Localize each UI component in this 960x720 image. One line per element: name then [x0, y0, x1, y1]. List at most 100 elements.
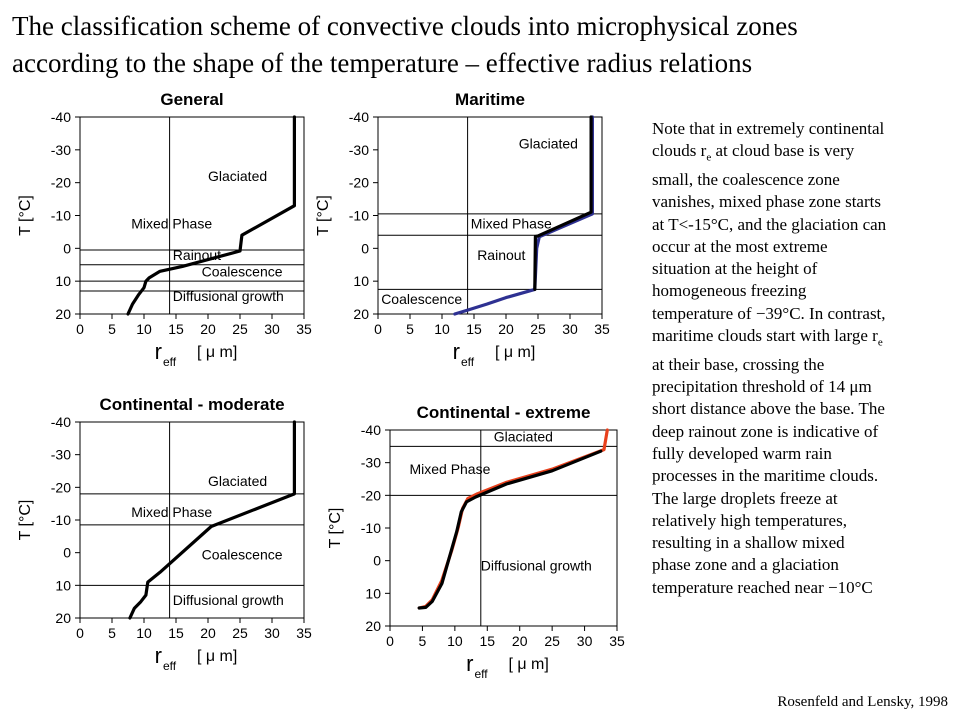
y-tick-label: 0 — [361, 240, 369, 256]
title-line-1: The classification scheme of convective … — [12, 11, 798, 41]
data-series-line — [128, 420, 296, 620]
y-tick-label: 10 — [55, 577, 71, 593]
chart-panel-1: General -40 -30 -20 -10 0 10 20 0 5 10 15 20 25 30 35 T … — [17, 90, 312, 369]
x-tick-label: 10 — [136, 625, 152, 641]
x-tick-label: 0 — [386, 633, 394, 649]
y-tick-label: -10 — [51, 512, 71, 528]
citation: Rosenfeld and Lensky, 1998 — [777, 694, 948, 710]
data-series-line — [126, 115, 296, 316]
x-tick-label: 15 — [168, 321, 184, 337]
chart-title: Maritime — [455, 90, 525, 109]
x-axis-label: r — [155, 339, 162, 364]
x-tick-label: 0 — [374, 321, 382, 337]
plot-frame — [79, 421, 305, 619]
y-tick-label: 10 — [353, 273, 369, 289]
zone-label: Rainout — [477, 247, 525, 263]
x-tick-label: 15 — [466, 321, 482, 337]
x-tick-label: 0 — [76, 321, 84, 337]
title-line-2: according to the shape of the temperatur… — [12, 48, 753, 78]
y-tick-label: -20 — [51, 479, 71, 495]
x-tick-label: 35 — [609, 633, 625, 649]
zone-label: Rainout — [173, 247, 221, 263]
x-tick-label: 5 — [406, 321, 414, 337]
x-tick-label: 35 — [594, 321, 610, 337]
chart-panel-4: Continental - extreme -40 -30 -20 -10 0 10 20 0 5… — [327, 403, 625, 681]
y-tick-label: 0 — [63, 545, 71, 561]
zone-label: Diffusional growth — [481, 558, 592, 574]
note-line: resulting in a shallow mixed — [652, 533, 845, 553]
x-tick-label: 25 — [544, 633, 560, 649]
y-tick-label: 20 — [55, 610, 71, 626]
y-tick-label: -10 — [51, 208, 71, 224]
zone-label: Glaciated — [208, 168, 267, 184]
y-tick-label: 0 — [373, 553, 381, 569]
y-tick-label: 20 — [353, 306, 369, 322]
note-line: processes in the maritime clouds. — [652, 466, 879, 486]
zone-label: Glaciated — [494, 429, 553, 445]
x-tick-label: 20 — [200, 321, 216, 337]
data-series-line — [417, 428, 609, 610]
y-axis-label: T [°C] — [17, 195, 34, 236]
note-line: at T<-15°C, and the glaciation can — [652, 214, 887, 234]
zone-label: Glaciated — [519, 135, 578, 151]
zone-label: Mixed Phase — [471, 216, 552, 232]
x-tick-label: 15 — [168, 625, 184, 641]
x-tick-label: 20 — [512, 633, 528, 649]
y-tick-label: -40 — [51, 109, 71, 125]
x-axis-unit: [ μ m] — [197, 344, 237, 361]
note-line: precipitation threshold of 14 μm — [652, 377, 872, 397]
x-axis-label-subscript: eff — [163, 659, 177, 673]
x-tick-label: 15 — [479, 633, 495, 649]
chart-title: Continental - extreme — [417, 403, 591, 422]
x-axis-unit: [ μ m] — [495, 344, 535, 361]
x-axis-unit: [ μ m] — [197, 648, 237, 665]
chart-title: Continental - moderate — [99, 395, 284, 414]
y-tick-label: -10 — [349, 208, 369, 224]
note-line: fully developed warm rain — [652, 443, 832, 463]
x-axis-label-subscript: eff — [163, 355, 177, 369]
zone-label: Mixed Phase — [131, 504, 212, 520]
x-tick-label: 25 — [232, 625, 248, 641]
y-tick-label: -30 — [51, 142, 71, 158]
zone-label: Mixed Phase — [409, 461, 490, 477]
x-tick-label: 10 — [136, 321, 152, 337]
x-tick-label: 25 — [530, 321, 546, 337]
note-line: relatively high temperatures, — [652, 510, 847, 530]
data-series-line — [533, 115, 593, 291]
x-axis-label: r — [466, 651, 473, 676]
y-tick-label: 20 — [365, 618, 381, 634]
y-tick-label: -20 — [361, 487, 381, 503]
note-line: at their base, crossing the — [652, 354, 825, 374]
note-line: temperature reached near −10°C — [652, 577, 873, 597]
y-tick-label: -20 — [349, 175, 369, 191]
note-line: occur at the most extreme — [652, 236, 828, 256]
note-line: situation at the height of — [652, 259, 818, 279]
x-tick-label: 0 — [76, 625, 84, 641]
note-line: deep rainout zone is indicative of — [652, 421, 879, 441]
y-tick-label: -30 — [349, 142, 369, 158]
x-tick-label: 5 — [108, 321, 116, 337]
note-line: homogeneous freezing — [652, 281, 807, 301]
x-tick-label: 30 — [264, 625, 280, 641]
y-axis-label: T [°C] — [315, 195, 332, 236]
note-line: short distance above the base. The — [652, 399, 885, 419]
y-tick-label: -30 — [361, 455, 381, 471]
zone-label: Diffusional growth — [173, 592, 284, 608]
note-line: Note that in extremely continental — [652, 119, 885, 138]
x-axis-unit: [ μ m] — [509, 656, 549, 673]
chart-panel-2: Maritime -40 -30 -20 -10 0 10 20 0 5 10 15 20 25 30 35 T… — [315, 90, 610, 369]
zone-label: Coalescence — [381, 291, 462, 307]
x-tick-label: 25 — [232, 321, 248, 337]
chart-title: General — [160, 90, 223, 109]
y-tick-label: -40 — [51, 414, 71, 430]
y-tick-label: 10 — [365, 585, 381, 601]
explanatory-note: Note that in extremely continental clouds… — [652, 118, 952, 599]
zone-label: Coalescence — [202, 546, 283, 562]
note-line: maritime clouds start with large re — [652, 326, 883, 349]
y-tick-label: -40 — [349, 109, 369, 125]
zone-label: Glaciated — [208, 473, 267, 489]
y-axis-label: T [°C] — [17, 500, 34, 541]
y-tick-label: -40 — [361, 422, 381, 438]
zone-label: Mixed Phase — [131, 216, 212, 232]
